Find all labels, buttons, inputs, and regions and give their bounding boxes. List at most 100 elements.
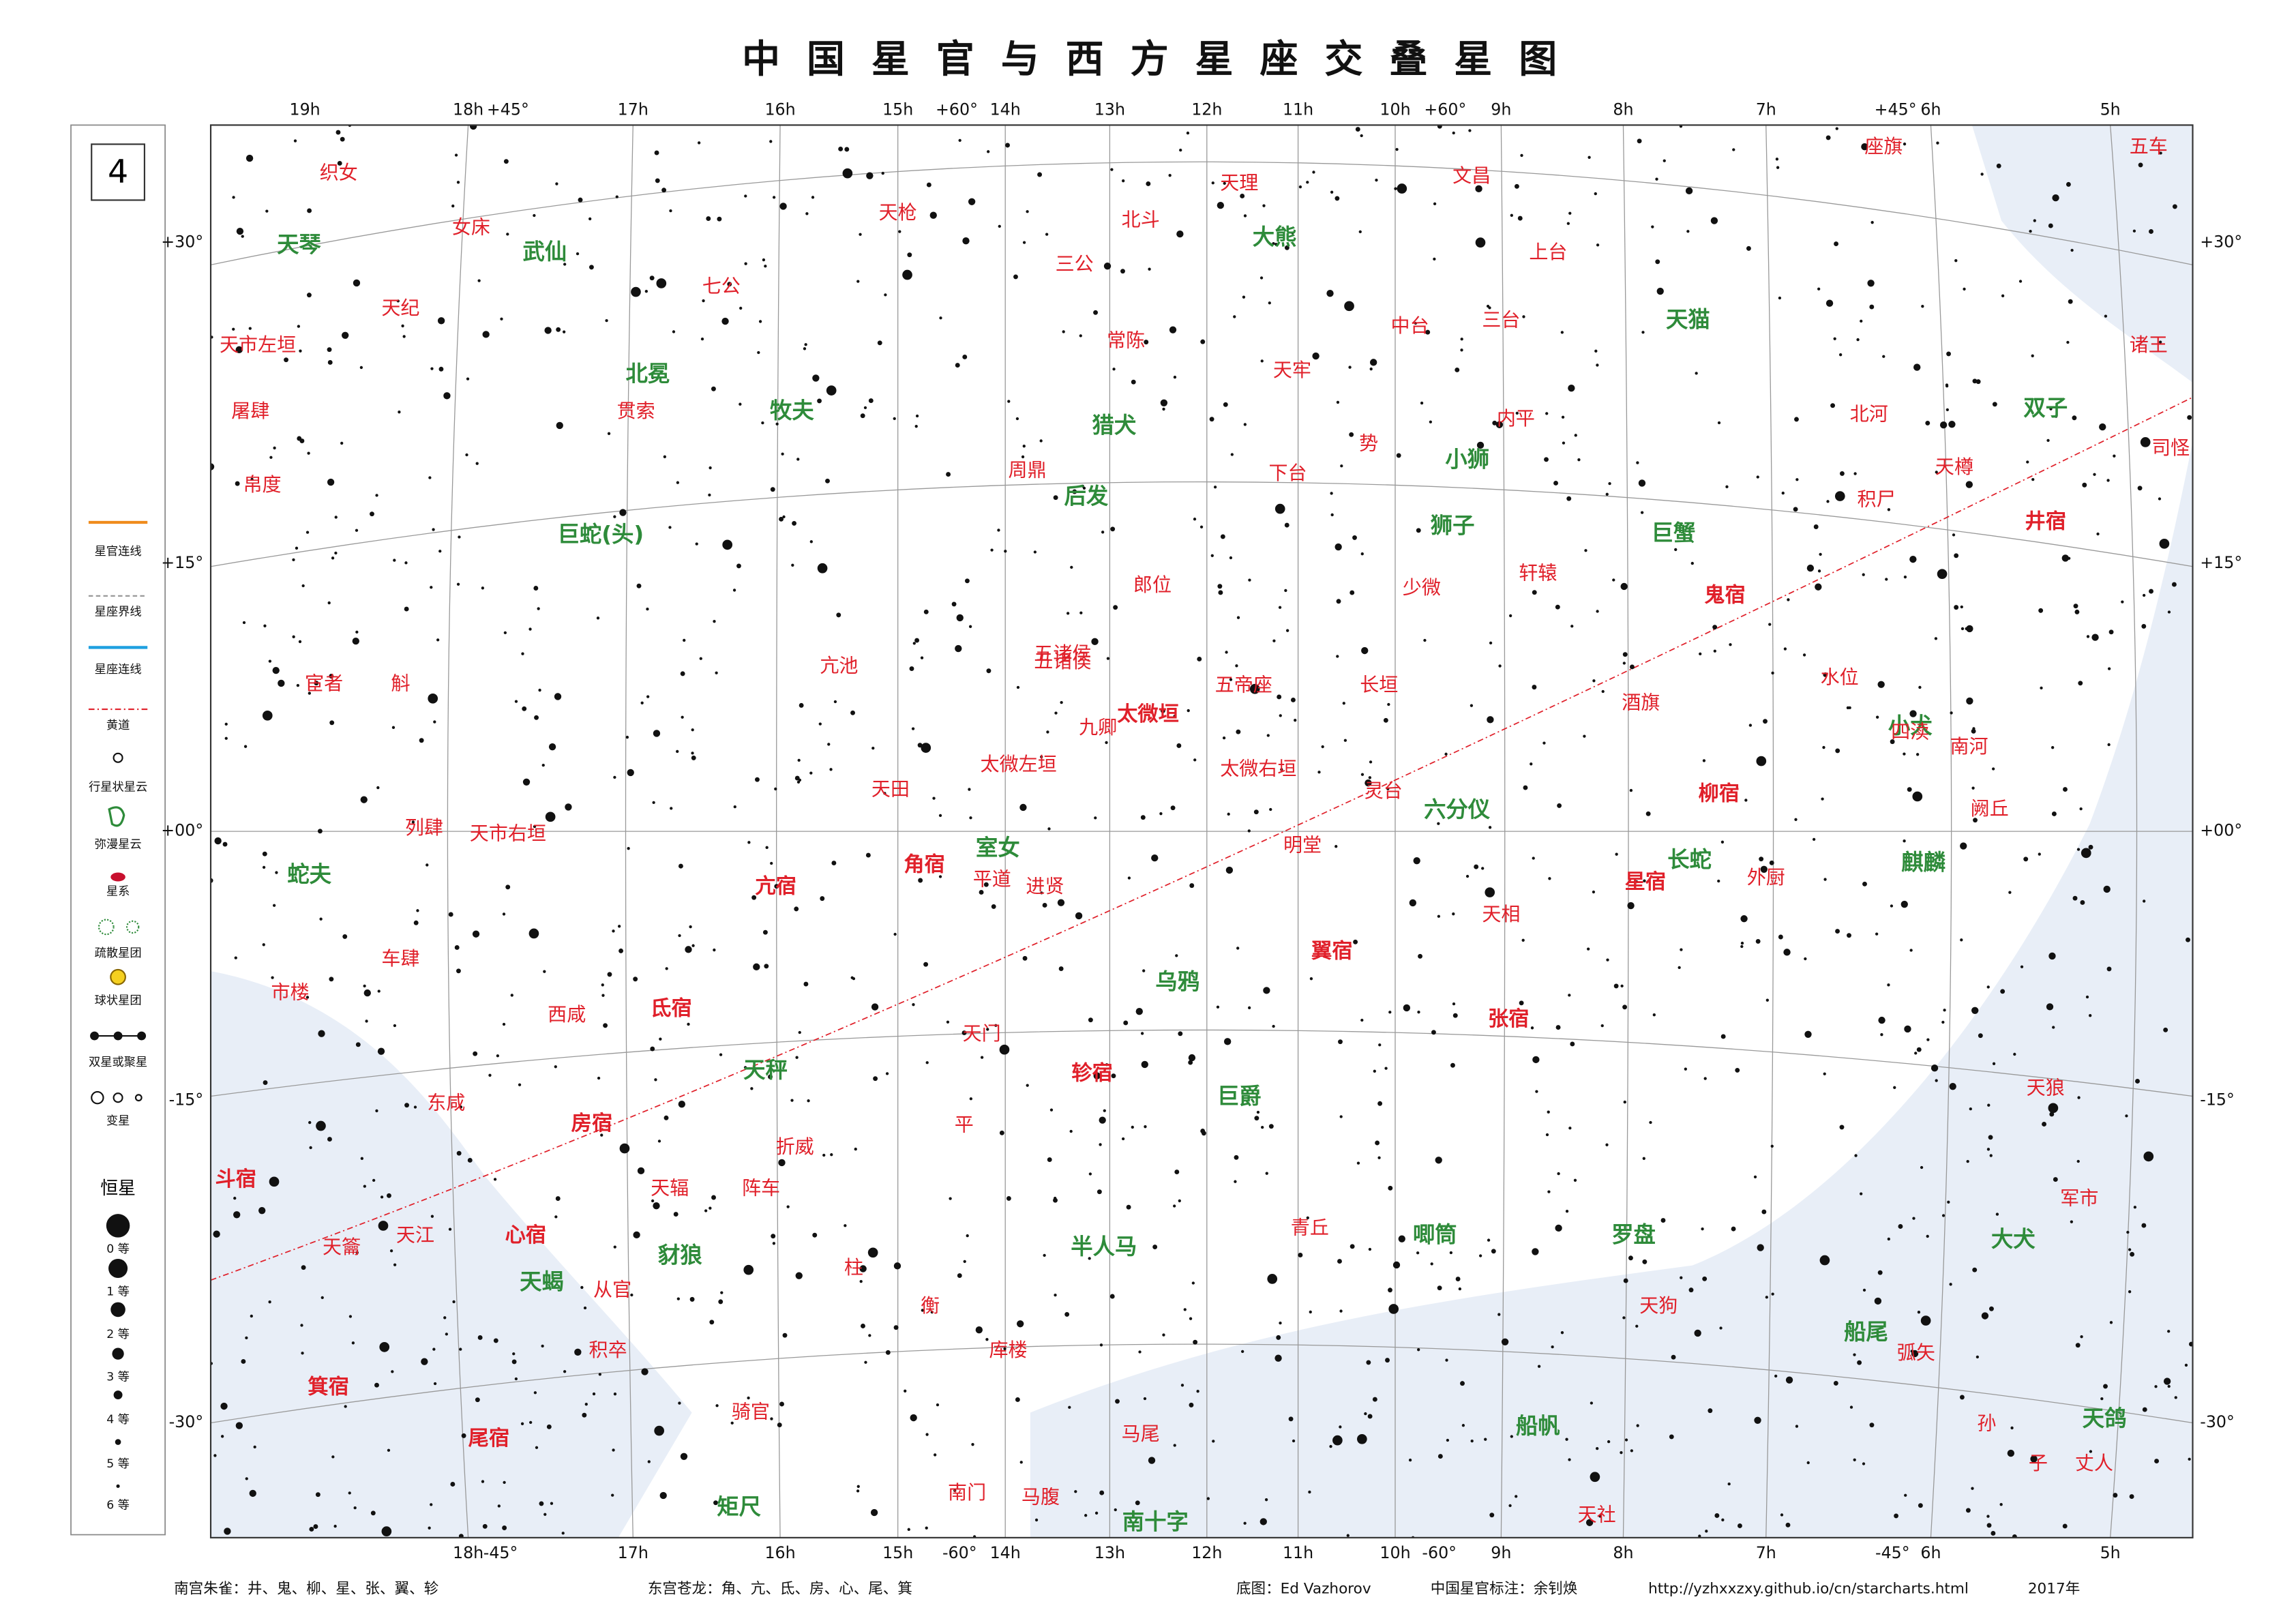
star <box>1243 214 1247 218</box>
star <box>588 217 592 221</box>
star <box>820 896 825 902</box>
star <box>812 374 820 382</box>
star <box>676 749 679 754</box>
star <box>733 805 736 809</box>
star <box>1168 174 1172 177</box>
star <box>750 1087 754 1090</box>
star <box>496 1054 500 1058</box>
star <box>678 934 681 938</box>
star <box>1935 471 1938 474</box>
star <box>1596 1446 1599 1450</box>
star <box>844 1224 847 1227</box>
star <box>1458 1287 1462 1291</box>
star <box>1920 1165 1924 1170</box>
ra-label-bottom: 14h <box>990 1543 1021 1562</box>
star <box>617 925 621 928</box>
star <box>1561 415 1565 419</box>
star <box>433 1382 437 1386</box>
ra-label-top: 5h <box>2100 100 2121 119</box>
star <box>262 851 267 857</box>
star <box>443 392 451 400</box>
star <box>1140 815 1146 820</box>
star <box>232 196 235 199</box>
star <box>1189 1402 1194 1408</box>
star <box>1746 245 1751 251</box>
star <box>1587 155 1591 159</box>
star <box>1629 788 1633 792</box>
star <box>1874 1297 1882 1305</box>
star <box>921 743 931 753</box>
star <box>1247 829 1251 833</box>
star <box>998 224 1001 228</box>
star <box>1555 1224 1562 1232</box>
star <box>465 453 468 457</box>
star <box>1047 1157 1052 1163</box>
star <box>1003 1347 1007 1351</box>
star <box>664 1115 669 1120</box>
star <box>1344 301 1354 312</box>
star <box>990 548 994 552</box>
star <box>1474 864 1479 869</box>
star <box>1717 879 1720 883</box>
star <box>2167 610 2171 614</box>
star <box>914 425 918 428</box>
asterism-name: 南门 <box>948 1481 986 1504</box>
star <box>727 282 732 287</box>
star <box>1173 375 1177 379</box>
asterism-name: 水位 <box>1821 666 1859 689</box>
star <box>272 666 280 674</box>
star <box>1517 215 1523 221</box>
asterism-name: 天理 <box>1220 172 1258 194</box>
asterism-name: 天社 <box>1578 1503 1616 1525</box>
star <box>1988 1306 1994 1311</box>
star <box>770 861 773 865</box>
star <box>809 540 813 544</box>
star <box>676 1297 680 1300</box>
star <box>2096 532 2100 536</box>
star <box>1346 1534 1350 1537</box>
legend-frame <box>70 124 166 1536</box>
star <box>2061 554 2069 562</box>
star <box>297 325 301 328</box>
star <box>918 878 923 883</box>
star <box>370 1510 376 1516</box>
star <box>1705 1530 1708 1533</box>
star <box>669 209 672 213</box>
star <box>1612 578 1615 582</box>
star <box>1220 534 1225 539</box>
star <box>871 1003 879 1011</box>
asterism-name: 子 <box>2029 1452 2048 1474</box>
star <box>1189 1317 1193 1320</box>
star <box>1965 1508 1971 1513</box>
grid <box>211 125 2193 1538</box>
star <box>1909 949 1913 952</box>
star <box>562 330 566 333</box>
star <box>1309 1310 1312 1314</box>
star <box>456 181 460 184</box>
dec-label-right: +30° <box>2200 233 2242 252</box>
star <box>912 1003 915 1007</box>
star <box>968 198 976 205</box>
star <box>1515 1495 1518 1498</box>
star <box>1870 221 1874 224</box>
asterism-name: 九卿 <box>1079 716 1117 739</box>
star <box>1160 399 1168 406</box>
star <box>249 1489 256 1498</box>
star <box>301 1352 304 1355</box>
star <box>232 327 235 331</box>
star <box>1763 719 1768 724</box>
star <box>263 624 267 627</box>
star <box>2051 812 2057 816</box>
star <box>1712 625 1718 630</box>
legend-star <box>116 1484 120 1488</box>
star <box>1756 475 1759 479</box>
star <box>1627 902 1635 910</box>
stars <box>211 125 2193 1538</box>
star <box>1187 709 1190 713</box>
milky-way <box>211 971 692 1538</box>
star <box>1732 148 1735 151</box>
star <box>646 695 650 698</box>
star <box>359 366 363 370</box>
star <box>1972 378 1978 384</box>
star <box>713 948 716 952</box>
